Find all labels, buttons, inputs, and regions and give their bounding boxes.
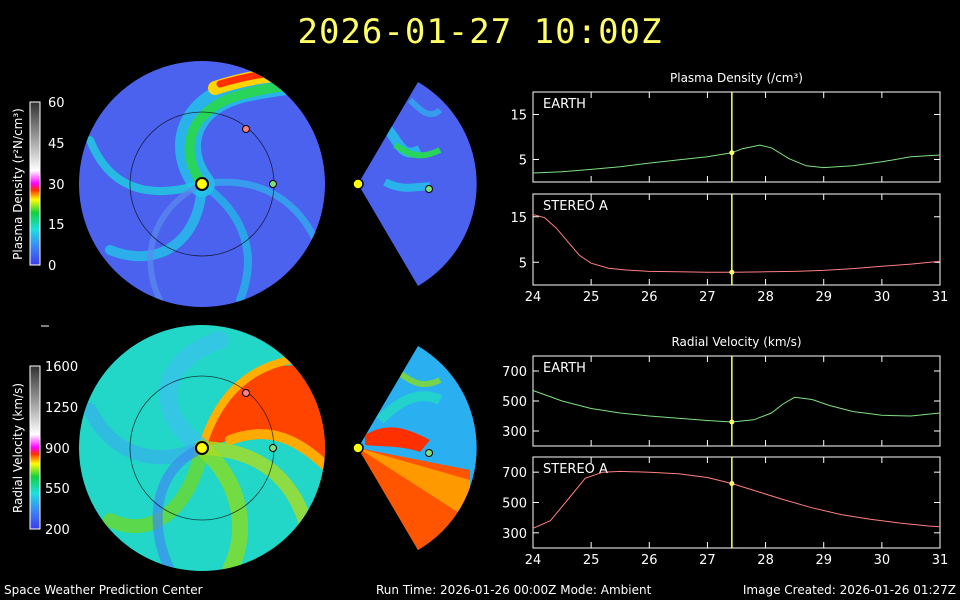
chart-title-1: Radial Velocity (km/s) <box>671 335 801 349</box>
density-tick-60: 60 <box>48 96 65 111</box>
density-colorbar-label: Plasma Density (r²N/cm³) <box>11 108 25 260</box>
xtick-label: 27 <box>699 290 716 305</box>
xtick-label: 30 <box>874 553 891 568</box>
xtick-label: 24 <box>525 553 542 568</box>
sun-marker <box>195 177 209 191</box>
timeseries-charts: Plasma Density (/cm³) 5 15 EARTH 5 15 24 25 26 27… <box>502 71 948 568</box>
density-colorbar-gradient <box>29 101 41 266</box>
ytick-label: 700 <box>502 365 527 380</box>
footer-organization: Space Weather Prediction Center <box>4 583 203 597</box>
ytick-label: 300 <box>502 425 527 440</box>
density-meridional-wedge <box>352 82 477 286</box>
chart-1-panel-0-frame <box>532 355 941 447</box>
sun-marker-side <box>352 178 364 190</box>
series-line-earth <box>532 144 941 174</box>
panel-label-stereo-a: STEREO A <box>543 199 608 214</box>
velocity-tick-1600: 1600 <box>45 360 78 375</box>
series-line-earth <box>532 390 941 423</box>
velocity-tick-550: 550 <box>45 482 70 497</box>
ytick-label: 300 <box>502 527 527 542</box>
velocity-meridional-wedge <box>352 346 477 550</box>
xtick-label: 26 <box>641 553 658 568</box>
density-tick-15: 15 <box>48 218 65 233</box>
earth-marker <box>269 180 277 188</box>
panel-label-earth: EARTH <box>543 97 586 112</box>
timestamp-title: 2026-01-27 10:00Z <box>297 12 663 52</box>
time-cursor-point <box>729 419 735 425</box>
density-tick-45: 45 <box>48 137 65 152</box>
ytick-label: 5 <box>519 154 527 169</box>
velocity-colorbar-label: Radial Velocity (km/s) <box>11 383 25 513</box>
time-cursor-point <box>729 481 735 487</box>
velocity-ecliptic-disk <box>79 325 325 571</box>
footer-image-created: Image Created: 2026-01-26 01:27Z <box>742 583 956 597</box>
panel-label-earth: EARTH <box>543 361 586 376</box>
xtick-label: 25 <box>583 290 600 305</box>
ytick-label: 5 <box>519 256 527 271</box>
series-line-stereo-a <box>532 214 941 273</box>
sun-marker-velocity-side <box>352 442 364 454</box>
ytick-label: 15 <box>510 109 527 124</box>
earth-marker-side <box>425 185 433 193</box>
chart-0-panel-1-frame <box>532 193 941 286</box>
velocity-tick-900: 900 <box>45 442 70 457</box>
chart-0-panel-0-frame <box>532 91 941 183</box>
velocity-tick-200: 200 <box>45 523 70 538</box>
xtick-label: 30 <box>874 290 891 305</box>
density-tick-30: 30 <box>48 178 65 193</box>
density-colorbar: Plasma Density (r²N/cm³) 60 45 30 15 0 <box>11 96 65 274</box>
time-cursor-point <box>729 150 735 156</box>
xtick-label: 31 <box>932 290 949 305</box>
xtick-label: 29 <box>815 553 832 568</box>
time-cursor-point <box>729 269 735 275</box>
xtick-label: 28 <box>757 553 774 568</box>
footer-run-info: Run Time: 2026-01-26 00:00Z Mode: Ambien… <box>376 583 652 597</box>
density-tick-0: 0 <box>48 259 56 274</box>
xtick-label: 24 <box>525 290 542 305</box>
xtick-label: 29 <box>815 290 832 305</box>
ytick-label: 700 <box>502 466 527 481</box>
xtick-label: 25 <box>583 553 600 568</box>
xtick-label: 31 <box>932 553 949 568</box>
density-ecliptic-disk <box>79 61 325 307</box>
ytick-label: 500 <box>502 497 527 512</box>
panel-label-stereo-a: STEREO A <box>543 462 608 477</box>
chart-title-0: Plasma Density (/cm³) <box>670 71 803 85</box>
xtick-label: 27 <box>699 553 716 568</box>
xtick-label: 26 <box>641 290 658 305</box>
velocity-tick-1250: 1250 <box>45 401 78 416</box>
xtick-label: 28 <box>757 290 774 305</box>
velocity-colorbar: Radial Velocity (km/s) 1600 1250 900 550… <box>11 360 78 538</box>
chart-1-panel-1-frame <box>532 456 941 549</box>
earth-marker-velocity <box>269 444 277 452</box>
ytick-label: 500 <box>502 395 527 410</box>
earth-marker-velocity-side <box>425 449 433 457</box>
sun-marker-velocity <box>195 441 209 455</box>
series-line-stereo-a <box>532 470 941 529</box>
stereo-a-marker-velocity <box>242 389 250 397</box>
stereo-a-marker <box>242 125 250 133</box>
ytick-label: 15 <box>510 211 527 226</box>
velocity-colorbar-gradient <box>29 365 41 530</box>
